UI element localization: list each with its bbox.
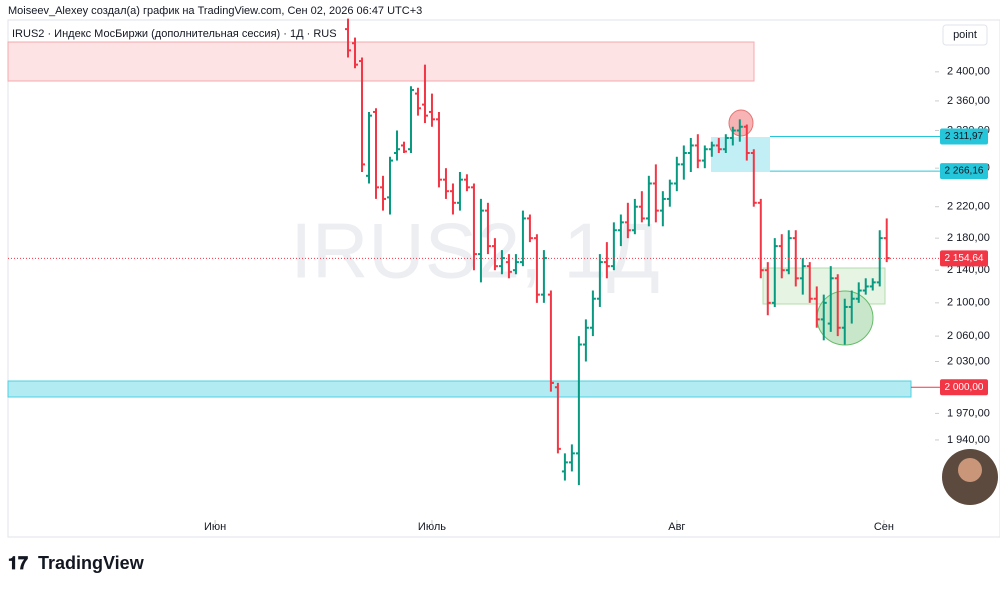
support-zone	[7, 380, 912, 398]
chart-frame	[7, 19, 1000, 538]
x-tick-label: Июн	[204, 521, 226, 533]
x-tick-label: Июль	[418, 521, 446, 533]
price-label: 2 266,16	[945, 166, 984, 177]
avatar-face	[958, 458, 982, 482]
price-label-bg	[940, 250, 988, 267]
watermark: IRUS2, 1Д	[290, 207, 659, 295]
price-label: 2 000,00	[945, 382, 984, 393]
y-tick-label: 1 940,00	[947, 434, 990, 446]
price-label: 2 154,64	[945, 253, 984, 264]
y-tick-label: 2 400,00	[947, 66, 990, 78]
author-line: Moiseev_Alexey создал(а) график на Tradi…	[8, 5, 422, 17]
zone	[711, 137, 770, 172]
button[interactable]	[942, 24, 988, 46]
y-tick-label: 2 030,00	[947, 355, 990, 367]
x-tick-label: Авг	[668, 521, 685, 533]
y-tick-label: 1 970,00	[947, 407, 990, 419]
y-tick-label: 2 220,00	[947, 201, 990, 213]
logo: 𝟏𝟕	[8, 553, 28, 573]
y-tick-label: 2 060,00	[947, 330, 990, 342]
y-tick-label: 2 180,00	[947, 232, 990, 244]
price-label-bg	[940, 128, 988, 145]
button-label[interactable]: point	[953, 29, 977, 41]
price-label-bg	[940, 163, 988, 180]
y-tick-label: 2 140,00	[947, 264, 990, 276]
logo-text: TradingView	[38, 553, 145, 573]
price-label-bg	[940, 379, 988, 396]
price-label: 2 311,97	[945, 131, 984, 142]
legend: IRUS2 · Индекс МосБиржи (дополнительная …	[12, 28, 337, 40]
y-tick-label: 2 100,00	[947, 297, 990, 309]
x-tick-label: Сен	[874, 521, 894, 533]
y-tick-label: 2 360,00	[947, 95, 990, 107]
resistance-zone	[7, 41, 755, 82]
